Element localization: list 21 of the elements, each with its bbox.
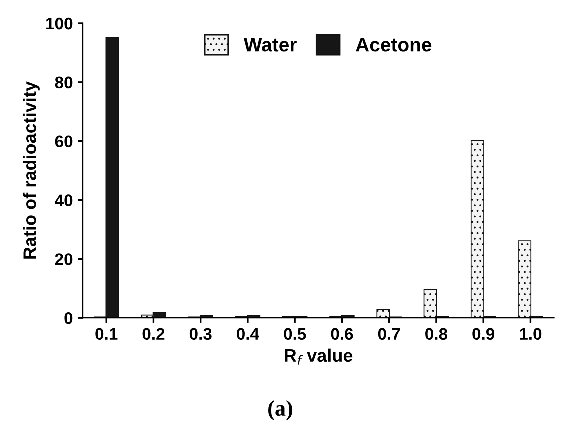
y-tick-label: 100: [46, 18, 73, 30]
x-tick-label: 0.3: [190, 328, 212, 340]
x-tick-label: 0.2: [142, 328, 165, 340]
y-tick-label: 20: [55, 254, 73, 266]
x-tick-label: 0.6: [331, 328, 354, 340]
x-tick-label: 0.4: [237, 328, 260, 340]
legend-label: Acetone: [356, 38, 432, 52]
x-tick-label: 0.5: [284, 328, 306, 340]
x-tick-label: 0.9: [472, 328, 495, 340]
x-tick-label: 1.0: [520, 328, 542, 340]
y-axis-title: Ratio of radioactivity: [23, 82, 40, 259]
y-tick-label: 60: [55, 136, 73, 148]
x-tick-label: 0.8: [426, 328, 448, 340]
x-axis-title: R$_{f}$ value: [285, 348, 353, 365]
x-tick-label: 0.7: [378, 328, 400, 340]
text: (a): [268, 400, 292, 421]
y-tick-label: 0: [64, 312, 73, 324]
legend-label: Water: [244, 38, 297, 52]
y-tick-label: 80: [55, 76, 73, 89]
y-tick-label: 40: [55, 194, 73, 206]
x-tick-label: 0.1: [96, 328, 118, 340]
